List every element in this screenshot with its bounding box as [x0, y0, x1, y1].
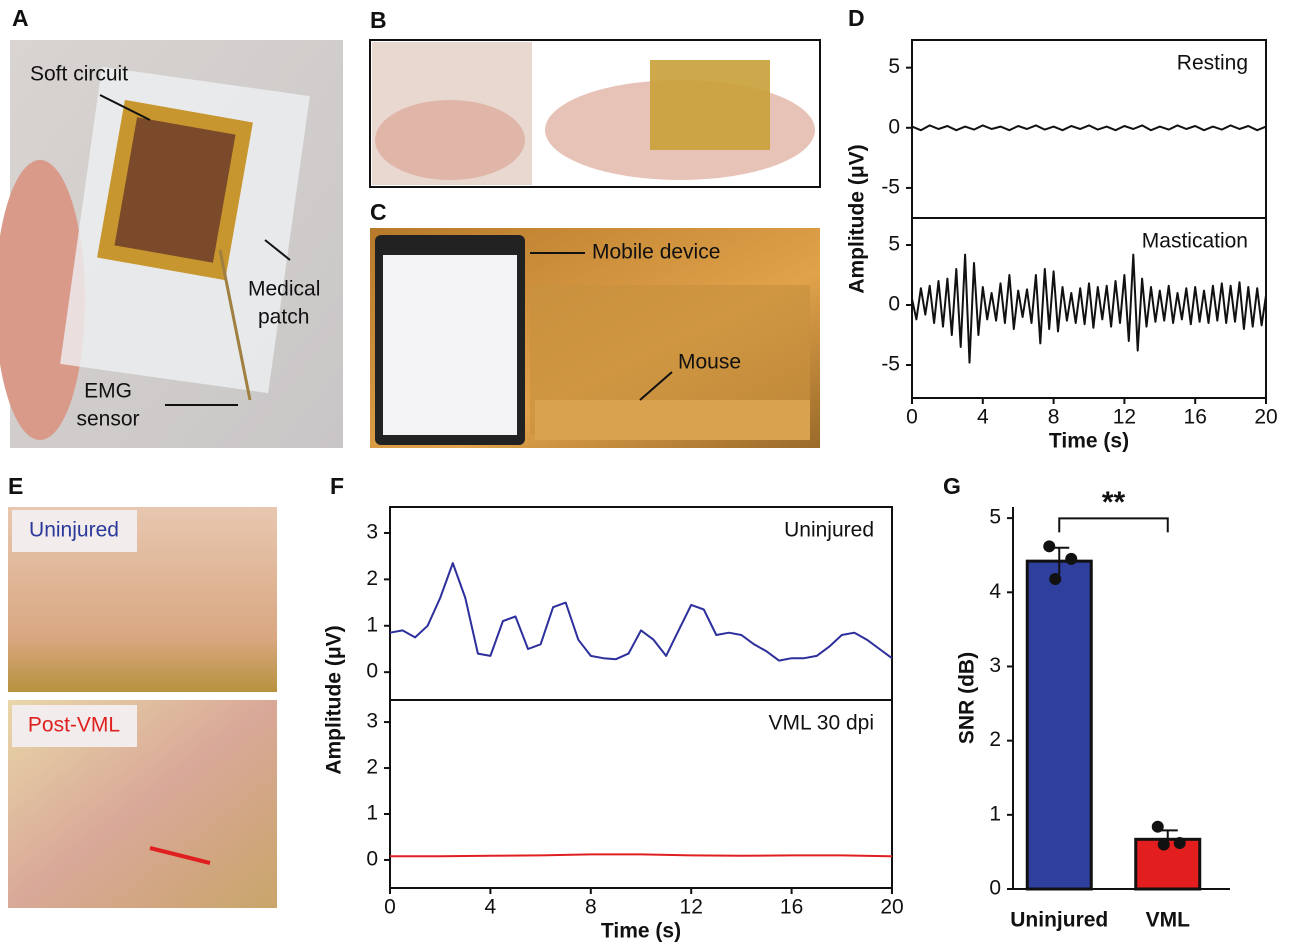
y-tick-label: 2	[989, 728, 1001, 751]
panel-letter: B	[370, 7, 387, 33]
x-tick-label: 8	[585, 896, 597, 919]
y-tick-label: 5	[888, 233, 900, 256]
data-point	[1152, 821, 1164, 833]
photo-label: Mouse	[678, 351, 741, 374]
panel-letter: C	[370, 199, 387, 225]
data-point	[1065, 553, 1077, 565]
trace-label: VML 30 dpi	[769, 712, 874, 735]
photo-b	[370, 40, 820, 187]
photo-label: patch	[258, 306, 309, 329]
panel-letter: E	[8, 473, 23, 499]
significance-bracket	[1059, 518, 1168, 532]
y-tick-label: -5	[881, 175, 900, 198]
x-tick-label: 16	[1184, 406, 1207, 429]
x-tick-label: 0	[384, 896, 396, 919]
x-axis-label: Time (s)	[601, 920, 681, 943]
panel-letter: D	[848, 5, 865, 31]
y-tick-label: 3	[366, 710, 378, 733]
photo-label: sensor	[76, 408, 139, 431]
y-axis-label: Amplitude (μV)	[323, 625, 346, 774]
significance-label: **	[1102, 486, 1126, 519]
bar	[1027, 561, 1091, 889]
x-tick-label: Uninjured	[1010, 909, 1108, 932]
y-axis-label: SNR (dB)	[956, 652, 979, 744]
photo-label: Soft circuit	[30, 63, 128, 86]
x-tick-label: 20	[1254, 406, 1277, 429]
trace-label: Resting	[1177, 52, 1248, 75]
trace	[912, 255, 1266, 363]
x-tick-label: VML	[1146, 909, 1191, 932]
data-point	[1174, 837, 1186, 849]
y-tick-label: -5	[881, 353, 900, 376]
y-tick-label: 3	[366, 521, 378, 544]
panel-letter: A	[12, 5, 29, 31]
y-tick-label: 0	[888, 293, 900, 316]
y-tick-label: 3	[989, 654, 1001, 677]
trace	[912, 125, 1266, 130]
y-axis-label: Amplitude (μV)	[846, 144, 869, 293]
panel-letter: F	[330, 473, 344, 499]
y-tick-label: 4	[989, 580, 1001, 603]
figure: Soft circuit Medical patch EMG sensor Mo…	[0, 0, 1292, 944]
data-point	[1049, 573, 1061, 585]
x-axis-label: Time (s)	[1049, 430, 1129, 453]
y-tick-label: 0	[366, 660, 378, 683]
photo-label: Mobile device	[592, 241, 720, 264]
photo-label: Uninjured	[29, 519, 119, 542]
y-tick-label: 5	[989, 506, 1001, 529]
panel-letter: G	[943, 473, 961, 499]
x-tick-label: 12	[1113, 406, 1136, 429]
photo-label: Post-VML	[28, 714, 120, 737]
trace-label: Uninjured	[784, 519, 874, 542]
y-tick-label: 1	[989, 802, 1001, 825]
y-tick-label: 2	[366, 567, 378, 590]
x-tick-label: 12	[680, 896, 703, 919]
photo-label: Medical	[248, 278, 320, 301]
y-tick-label: 0	[888, 115, 900, 138]
x-tick-label: 8	[1048, 406, 1060, 429]
data-point	[1158, 838, 1170, 850]
y-tick-label: 5	[888, 55, 900, 78]
y-tick-label: 1	[366, 802, 378, 825]
data-point	[1043, 540, 1055, 552]
y-tick-label: 0	[366, 848, 378, 871]
x-tick-label: 4	[485, 896, 497, 919]
x-tick-label: 0	[906, 406, 918, 429]
y-tick-label: 0	[989, 877, 1001, 900]
trace	[390, 563, 892, 661]
x-tick-label: 4	[977, 406, 989, 429]
photo-e	[8, 507, 277, 908]
y-tick-label: 1	[366, 613, 378, 636]
photo-label: EMG	[84, 380, 132, 403]
trace	[390, 854, 892, 856]
x-tick-label: 16	[780, 896, 803, 919]
y-tick-label: 2	[366, 756, 378, 779]
photo-a	[0, 40, 343, 448]
trace-label: Mastication	[1142, 230, 1248, 253]
x-tick-label: 20	[880, 896, 903, 919]
